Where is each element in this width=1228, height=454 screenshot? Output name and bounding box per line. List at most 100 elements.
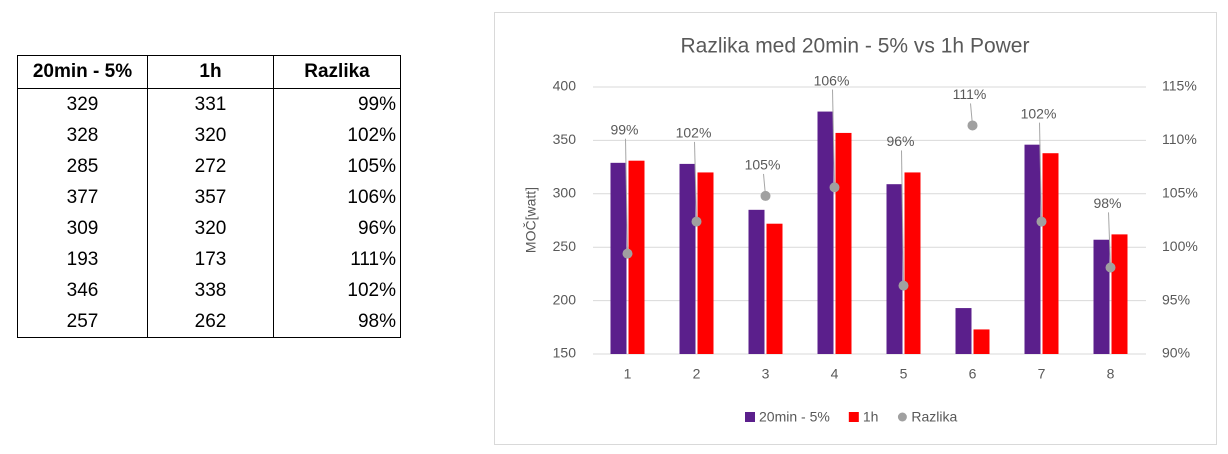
bar	[766, 223, 783, 354]
y-tick-label: 400	[553, 78, 577, 94]
data-label: 102%	[676, 125, 712, 141]
y2-tick-label: 100%	[1162, 238, 1198, 254]
bar	[1024, 144, 1041, 354]
table-cell: 99%	[273, 88, 401, 120]
bar	[1042, 153, 1059, 354]
legend-label: 1h	[863, 409, 879, 425]
table-row: 309 320 96%	[17, 213, 401, 244]
bar	[835, 132, 852, 354]
bar	[748, 209, 765, 354]
bar	[697, 172, 714, 354]
data-table: 20min - 5% 1h Razlika 329 331 99% 328 320 102% 28…	[17, 55, 401, 338]
header-cell: 20min - 5%	[17, 55, 148, 89]
header-cell: 1h	[147, 55, 274, 89]
table-cell: 105%	[273, 151, 401, 182]
y-tick-label: 200	[553, 291, 577, 307]
table-cell: 262	[147, 306, 274, 338]
leader-line	[1039, 122, 1042, 222]
x-tick-label: 6	[969, 366, 977, 382]
y2-tick-label: 115%	[1162, 78, 1197, 94]
x-tick-label: 7	[1038, 366, 1046, 382]
table-row: 346 338 102%	[17, 275, 401, 306]
leader-line	[901, 150, 904, 286]
bar	[1093, 239, 1110, 354]
data-label: 106%	[814, 72, 850, 88]
table-row: 285 272 105%	[17, 151, 401, 182]
header-row: 20min - 5% 1h Razlika	[17, 55, 401, 89]
x-tick-label: 1	[624, 366, 632, 382]
y-tick-label: 300	[553, 185, 577, 201]
bar	[886, 184, 903, 354]
leader-line	[832, 89, 835, 188]
table-cell: 102%	[273, 275, 401, 306]
x-tick-label: 2	[693, 366, 701, 382]
bar	[955, 308, 972, 354]
table-cell: 98%	[273, 306, 401, 338]
legend-label: Razlika	[911, 409, 957, 425]
table-row: 257 262 98%	[17, 306, 401, 338]
scatter-point	[1036, 216, 1047, 227]
y-tick-label: 150	[553, 345, 577, 361]
y-axis-label: MOČ[watt]	[523, 187, 539, 253]
bar	[1111, 234, 1128, 354]
table-cell: 111%	[273, 244, 401, 275]
data-label: 96%	[886, 133, 914, 149]
x-tick-label: 8	[1107, 366, 1115, 382]
header-cell: Razlika	[273, 55, 401, 89]
data-label: 99%	[610, 121, 638, 137]
bar	[610, 162, 627, 354]
legend-label: 20min - 5%	[759, 409, 830, 425]
table-row: 193 173 111%	[17, 244, 401, 275]
scatter-point	[1105, 262, 1116, 273]
scatter-point	[760, 190, 771, 201]
table-cell: 320	[147, 120, 274, 151]
legend-swatch	[745, 412, 755, 422]
table-cell: 285	[17, 151, 148, 182]
bar	[679, 163, 696, 354]
bar	[973, 329, 990, 354]
x-tick-label: 4	[831, 366, 839, 382]
scatter-point	[967, 120, 978, 131]
table-cell: 257	[17, 306, 148, 338]
x-tick-label: 3	[762, 366, 770, 382]
table-cell: 331	[147, 88, 274, 120]
table-cell: 377	[17, 182, 148, 213]
table-row: 328 320 102%	[17, 120, 401, 151]
table-cell: 173	[147, 244, 274, 275]
table-cell: 96%	[273, 213, 401, 244]
bar	[817, 111, 834, 355]
scatter-point	[898, 280, 909, 291]
data-label: 98%	[1093, 195, 1121, 211]
table-body: 329 331 99% 328 320 102% 285 272 105% 377 357 106% 3…	[17, 88, 401, 338]
y-tick-label: 350	[553, 131, 577, 147]
y2-tick-label: 110%	[1162, 131, 1197, 147]
table-cell: 193	[17, 244, 148, 275]
data-label: 102%	[1021, 105, 1057, 121]
table-cell: 346	[17, 275, 148, 306]
table-row: 377 357 106%	[17, 182, 401, 213]
scatter-point	[829, 182, 840, 193]
y2-tick-label: 95%	[1162, 291, 1190, 307]
chart-title: Razlika med 20min - 5% vs 1h Power	[681, 35, 1030, 58]
y-tick-label: 250	[553, 238, 577, 254]
data-label: 111%	[953, 86, 987, 102]
table-row: 329 331 99%	[17, 88, 401, 120]
leader-line	[625, 138, 628, 254]
y2-tick-label: 105%	[1162, 185, 1198, 201]
bar	[628, 160, 645, 354]
scatter-point	[622, 248, 633, 259]
table-cell: 328	[17, 120, 148, 151]
table-cell: 106%	[273, 182, 401, 213]
table-cell: 309	[17, 213, 148, 244]
legend-swatch	[897, 412, 907, 422]
table-cell: 272	[147, 151, 274, 182]
leader-line	[694, 141, 697, 222]
y2-tick-label: 90%	[1162, 345, 1190, 361]
scatter-point	[691, 216, 702, 227]
x-tick-label: 5	[900, 366, 908, 382]
bar	[904, 172, 921, 354]
table-cell: 357	[147, 182, 274, 213]
legend-swatch	[848, 412, 859, 422]
